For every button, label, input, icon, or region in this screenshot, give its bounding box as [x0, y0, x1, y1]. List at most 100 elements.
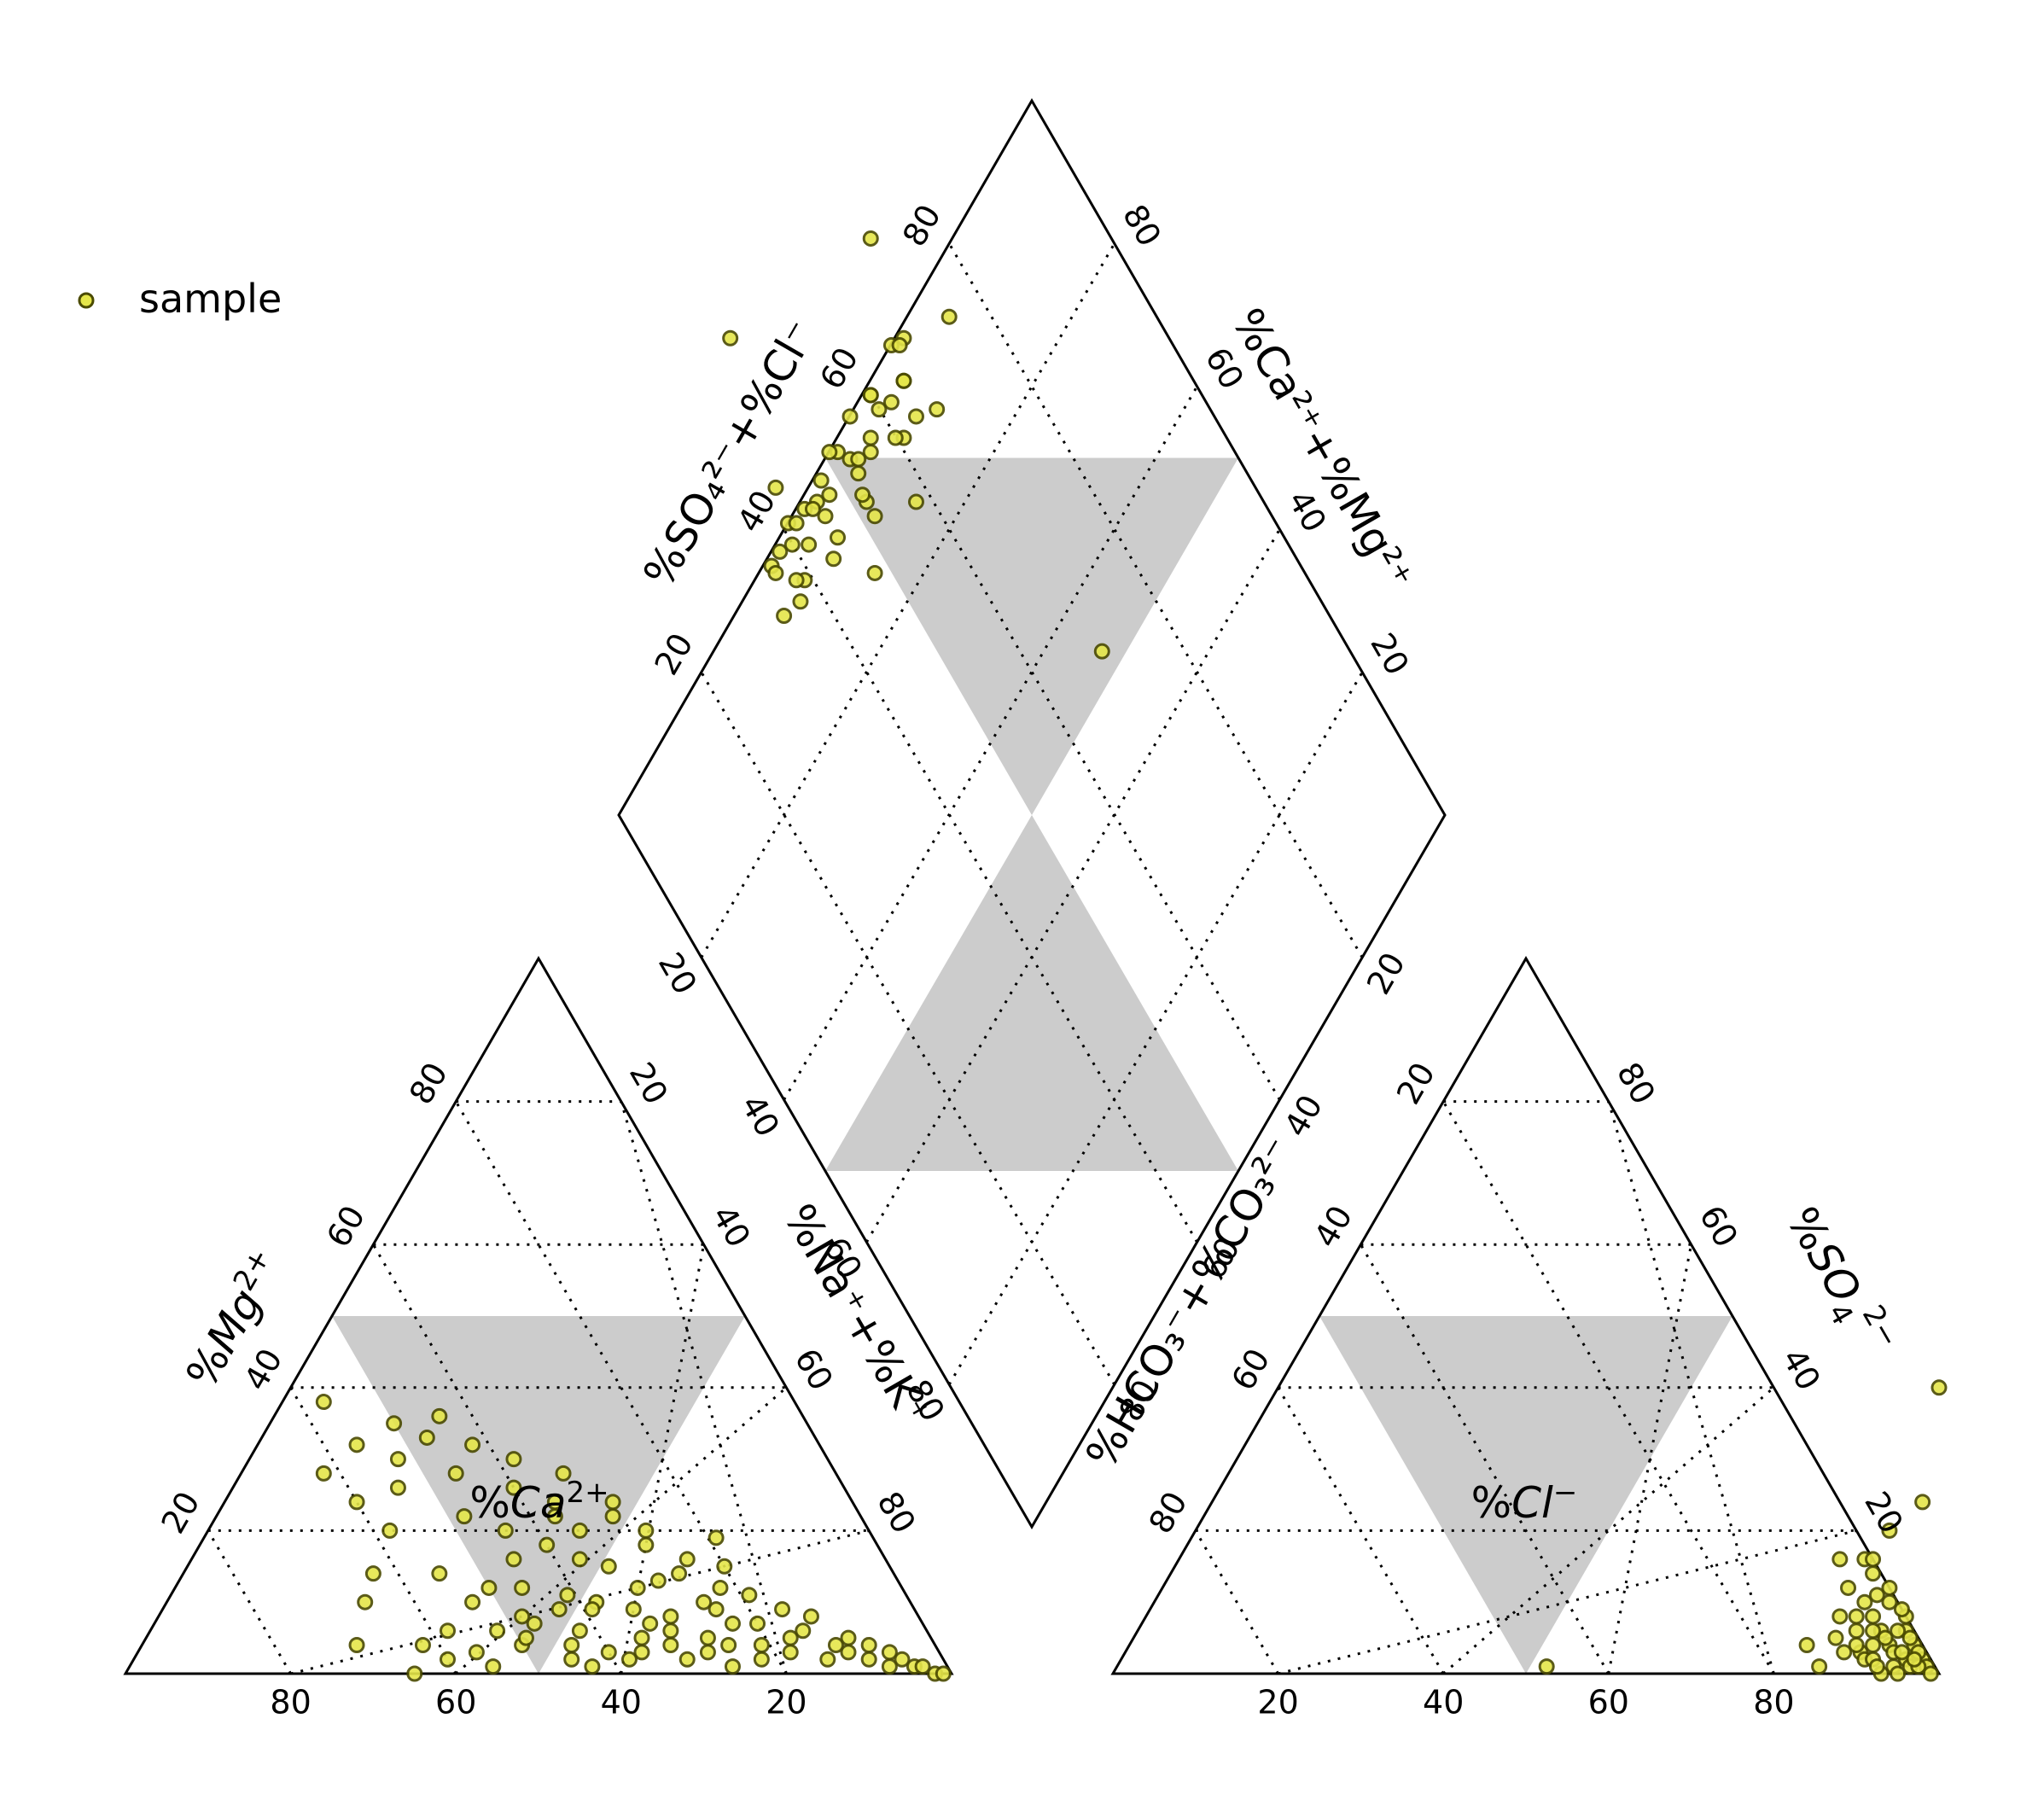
cation-sample-point — [563, 1636, 580, 1653]
anion-sample-point — [1831, 1608, 1849, 1625]
cation-sample-point — [716, 1558, 733, 1575]
cation-sample-point — [381, 1522, 399, 1539]
diamond-sample-point — [854, 486, 871, 504]
cation-sample-point — [724, 1658, 741, 1675]
cl-tick-label: 80 — [1753, 1684, 1794, 1721]
cation-grid-l — [207, 1529, 292, 1675]
cation-sample-point — [480, 1579, 498, 1596]
cl-tick-label: 60 — [1588, 1684, 1629, 1721]
anion-sample-point — [1848, 1636, 1865, 1653]
diamond-sample-point — [825, 550, 842, 568]
so4-cl-tick-label: 20 — [647, 626, 700, 681]
cation-sample-point — [671, 1565, 688, 1582]
anion-sample-point — [1877, 1629, 1894, 1646]
cation-sample-point — [894, 1651, 911, 1668]
hco3-tick-label: 40 — [1307, 1199, 1360, 1254]
cation-sample-point — [505, 1451, 522, 1468]
diamond-sample-point — [767, 564, 784, 581]
diamond-grid-a — [700, 242, 1116, 958]
cl-tick-label: 20 — [1257, 1684, 1298, 1721]
diamond-grid-b — [700, 671, 1116, 1385]
cation-sample-point — [662, 1636, 679, 1653]
diamond-sample-point — [801, 536, 818, 553]
mg-tick-label: 80 — [402, 1056, 455, 1110]
cation-grid-r — [620, 1101, 788, 1675]
cation-sample-point — [696, 1593, 713, 1611]
so4-tick-label: 40 — [1774, 1343, 1827, 1397]
plot-frames — [123, 98, 1942, 1675]
diamond-sample-point — [887, 429, 904, 446]
diamond-sample-point — [862, 387, 879, 404]
cation-sample-point — [571, 1622, 588, 1640]
anion-sample-point — [1922, 1665, 1939, 1682]
so4-cl-axis-label: %SO₄²⁻+%Cl⁻ — [634, 312, 826, 596]
cation-sample-point — [571, 1551, 588, 1568]
cation-sample-point — [629, 1579, 646, 1596]
anion-sample-point — [1848, 1608, 1865, 1625]
diamond-sample-point — [788, 572, 805, 589]
cation-sample-point — [625, 1601, 642, 1618]
cation-sample-point — [662, 1608, 679, 1625]
cation-sample-point — [571, 1522, 588, 1539]
cation-sample-point — [546, 1508, 563, 1525]
cation-sample-point — [497, 1522, 514, 1539]
anion-grid-r — [1442, 1386, 1775, 1675]
cation-grid-l — [372, 1244, 623, 1675]
ca-tick-label: 20 — [766, 1684, 807, 1721]
na-k-axis-label: %Na⁺+%K⁺ — [774, 1196, 940, 1436]
cation-sample-point — [753, 1636, 770, 1653]
cation-triangle-frame — [123, 956, 954, 1675]
cation-sample-point — [386, 1415, 403, 1432]
cation-sample-point — [720, 1636, 737, 1653]
diamond-sample-point — [862, 429, 879, 446]
cation-sample-point — [708, 1529, 725, 1546]
cation-sample-point — [827, 1636, 844, 1653]
anion-grid-l — [1194, 1529, 1279, 1675]
diamond-sample-point — [776, 607, 793, 624]
diamond-sample-point — [891, 337, 908, 354]
diamond-sample-point — [812, 472, 830, 489]
cation-sample-point — [348, 1494, 365, 1511]
cation-sample-point — [364, 1565, 381, 1582]
cation-sample-point — [840, 1644, 857, 1661]
cation-sample-point — [914, 1658, 931, 1675]
anion-sample-point — [1914, 1494, 1931, 1511]
cation-sample-point — [699, 1629, 716, 1646]
diamond-sample-point — [850, 465, 867, 482]
anion-sample-point — [1868, 1587, 1885, 1604]
cation-sample-point — [348, 1436, 365, 1453]
cation-sample-point — [741, 1587, 758, 1604]
cation-sample-point — [431, 1565, 448, 1582]
cation-sample-point — [633, 1644, 650, 1661]
na-k-tick-label: 20 — [622, 1056, 675, 1110]
diamond-sample-point — [767, 479, 784, 496]
diamond-grid-a — [947, 671, 1364, 1385]
anion-sample-point — [1865, 1608, 1882, 1625]
diamond-grid-b — [947, 242, 1364, 958]
cation-sample-point — [604, 1494, 621, 1511]
na-k-tick-label: 40 — [705, 1199, 758, 1254]
legend-label: sample — [139, 276, 282, 322]
anion-sample-point — [1538, 1658, 1555, 1675]
cation-sample-point — [485, 1658, 502, 1675]
cation-sample-point — [514, 1608, 531, 1625]
cation-sample-point — [456, 1508, 473, 1525]
cation-sample-point — [550, 1601, 568, 1618]
diamond-sample-point — [895, 372, 912, 389]
diamond-lower-left-tick-label: 20 — [651, 947, 704, 1001]
anion-sample-point — [1890, 1622, 1907, 1640]
grid-lines — [207, 242, 1857, 1675]
cation-sample-point — [724, 1615, 741, 1632]
diamond-grid-a — [783, 386, 1198, 1101]
ca-tick-label: 40 — [601, 1684, 642, 1721]
diamond-sample-point — [792, 593, 809, 610]
cation-sample-point — [514, 1579, 531, 1596]
cation-sample-point — [406, 1665, 423, 1682]
ca-tick-label: 80 — [270, 1684, 311, 1721]
so4-tick-label: 80 — [1610, 1056, 1663, 1110]
anion-sample-point — [1831, 1551, 1849, 1568]
cation-sample-point — [802, 1608, 819, 1625]
cation-sample-point — [782, 1644, 799, 1661]
cation-sample-point — [348, 1636, 365, 1653]
so4-tick-label: 60 — [1692, 1199, 1745, 1254]
